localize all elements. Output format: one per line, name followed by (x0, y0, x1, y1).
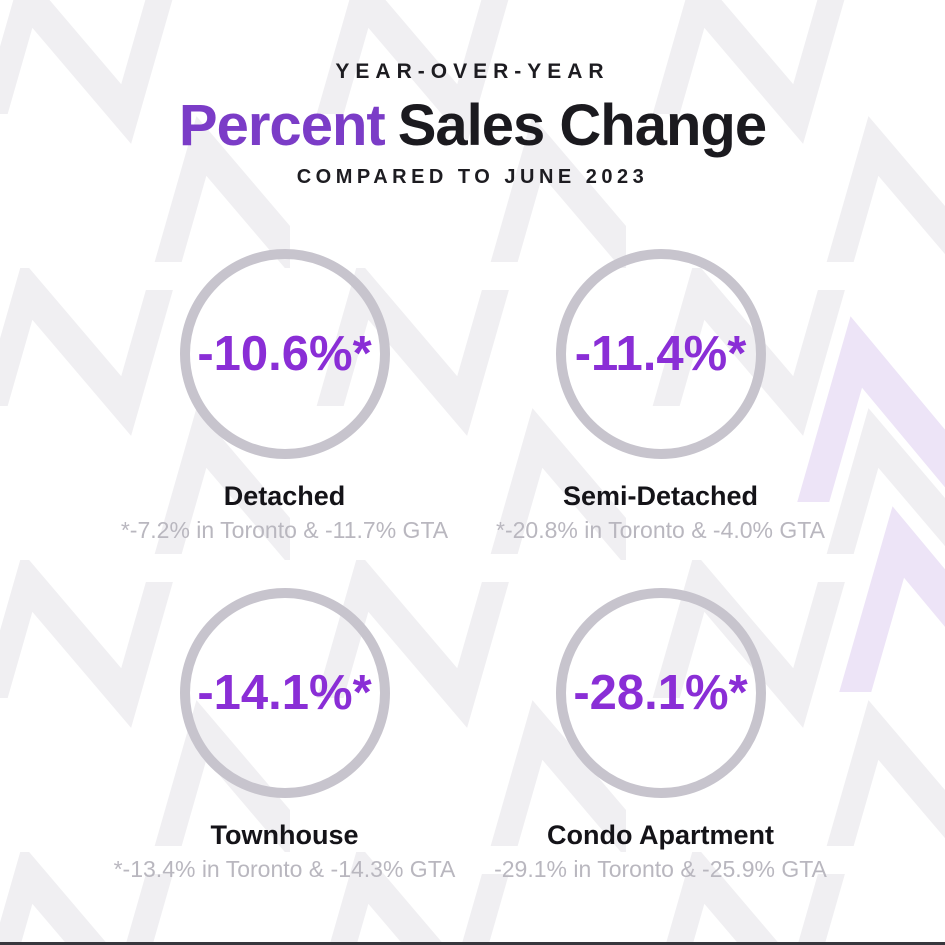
metric-circle: -10.6%* (179, 248, 390, 459)
title-accent: Percent (178, 93, 386, 158)
metric-label: Semi-Detached (562, 480, 759, 511)
header: YEAR-OVER-YEAR Percent Sales Change COMPA… (0, 60, 945, 189)
metric-footnote: *-13.4% in Toronto & -14.3% GTA (113, 855, 456, 882)
content: YEAR-OVER-YEAR Percent Sales Change COMPA… (0, 60, 945, 883)
title-rest: Sales Change (397, 93, 767, 158)
metric-value: -11.4%* (574, 326, 747, 381)
lavender-logo-accents (797, 316, 945, 728)
metric-card-detached: -10.6%* Detached *-7.2% in Toronto & -11… (97, 248, 473, 544)
metric-value: -28.1%* (573, 665, 748, 720)
metric-footnote: *-7.2% in Toronto & -11.7% GTA (120, 516, 449, 543)
metric-footnote: -29.1% in Toronto & -25.9% GTA (494, 855, 827, 882)
header-kicker: YEAR-OVER-YEAR (335, 60, 610, 83)
metric-card-townhouse: -14.1%* Townhouse *-13.4% in Toronto & -… (97, 587, 473, 883)
metric-label: Detached (223, 480, 346, 511)
metric-footnote: *-20.8% in Toronto & -4.0% GTA (496, 516, 825, 543)
metric-label: Condo Apartment (547, 819, 774, 850)
metric-value: -14.1%* (197, 665, 372, 720)
metric-circle: -11.4%* (555, 248, 766, 459)
metric-card-condo-apartment: -28.1%* Condo Apartment -29.1% in Toront… (473, 587, 849, 883)
header-subtitle: COMPARED TO JUNE 2023 (296, 165, 649, 188)
metric-circle: -14.1%* (179, 587, 390, 798)
metric-card-semi-detached: -11.4%* Semi-Detached *-20.8% in Toronto… (473, 248, 849, 544)
metric-value: -10.6%* (197, 326, 372, 381)
page-title: Percent Sales Change (0, 94, 945, 158)
metrics-grid: -10.6%* Detached *-7.2% in Toronto & -11… (0, 248, 945, 883)
bottom-edge-bar (0, 942, 945, 945)
metric-circle: -28.1%* (555, 587, 766, 798)
metric-label: Townhouse (210, 819, 359, 850)
